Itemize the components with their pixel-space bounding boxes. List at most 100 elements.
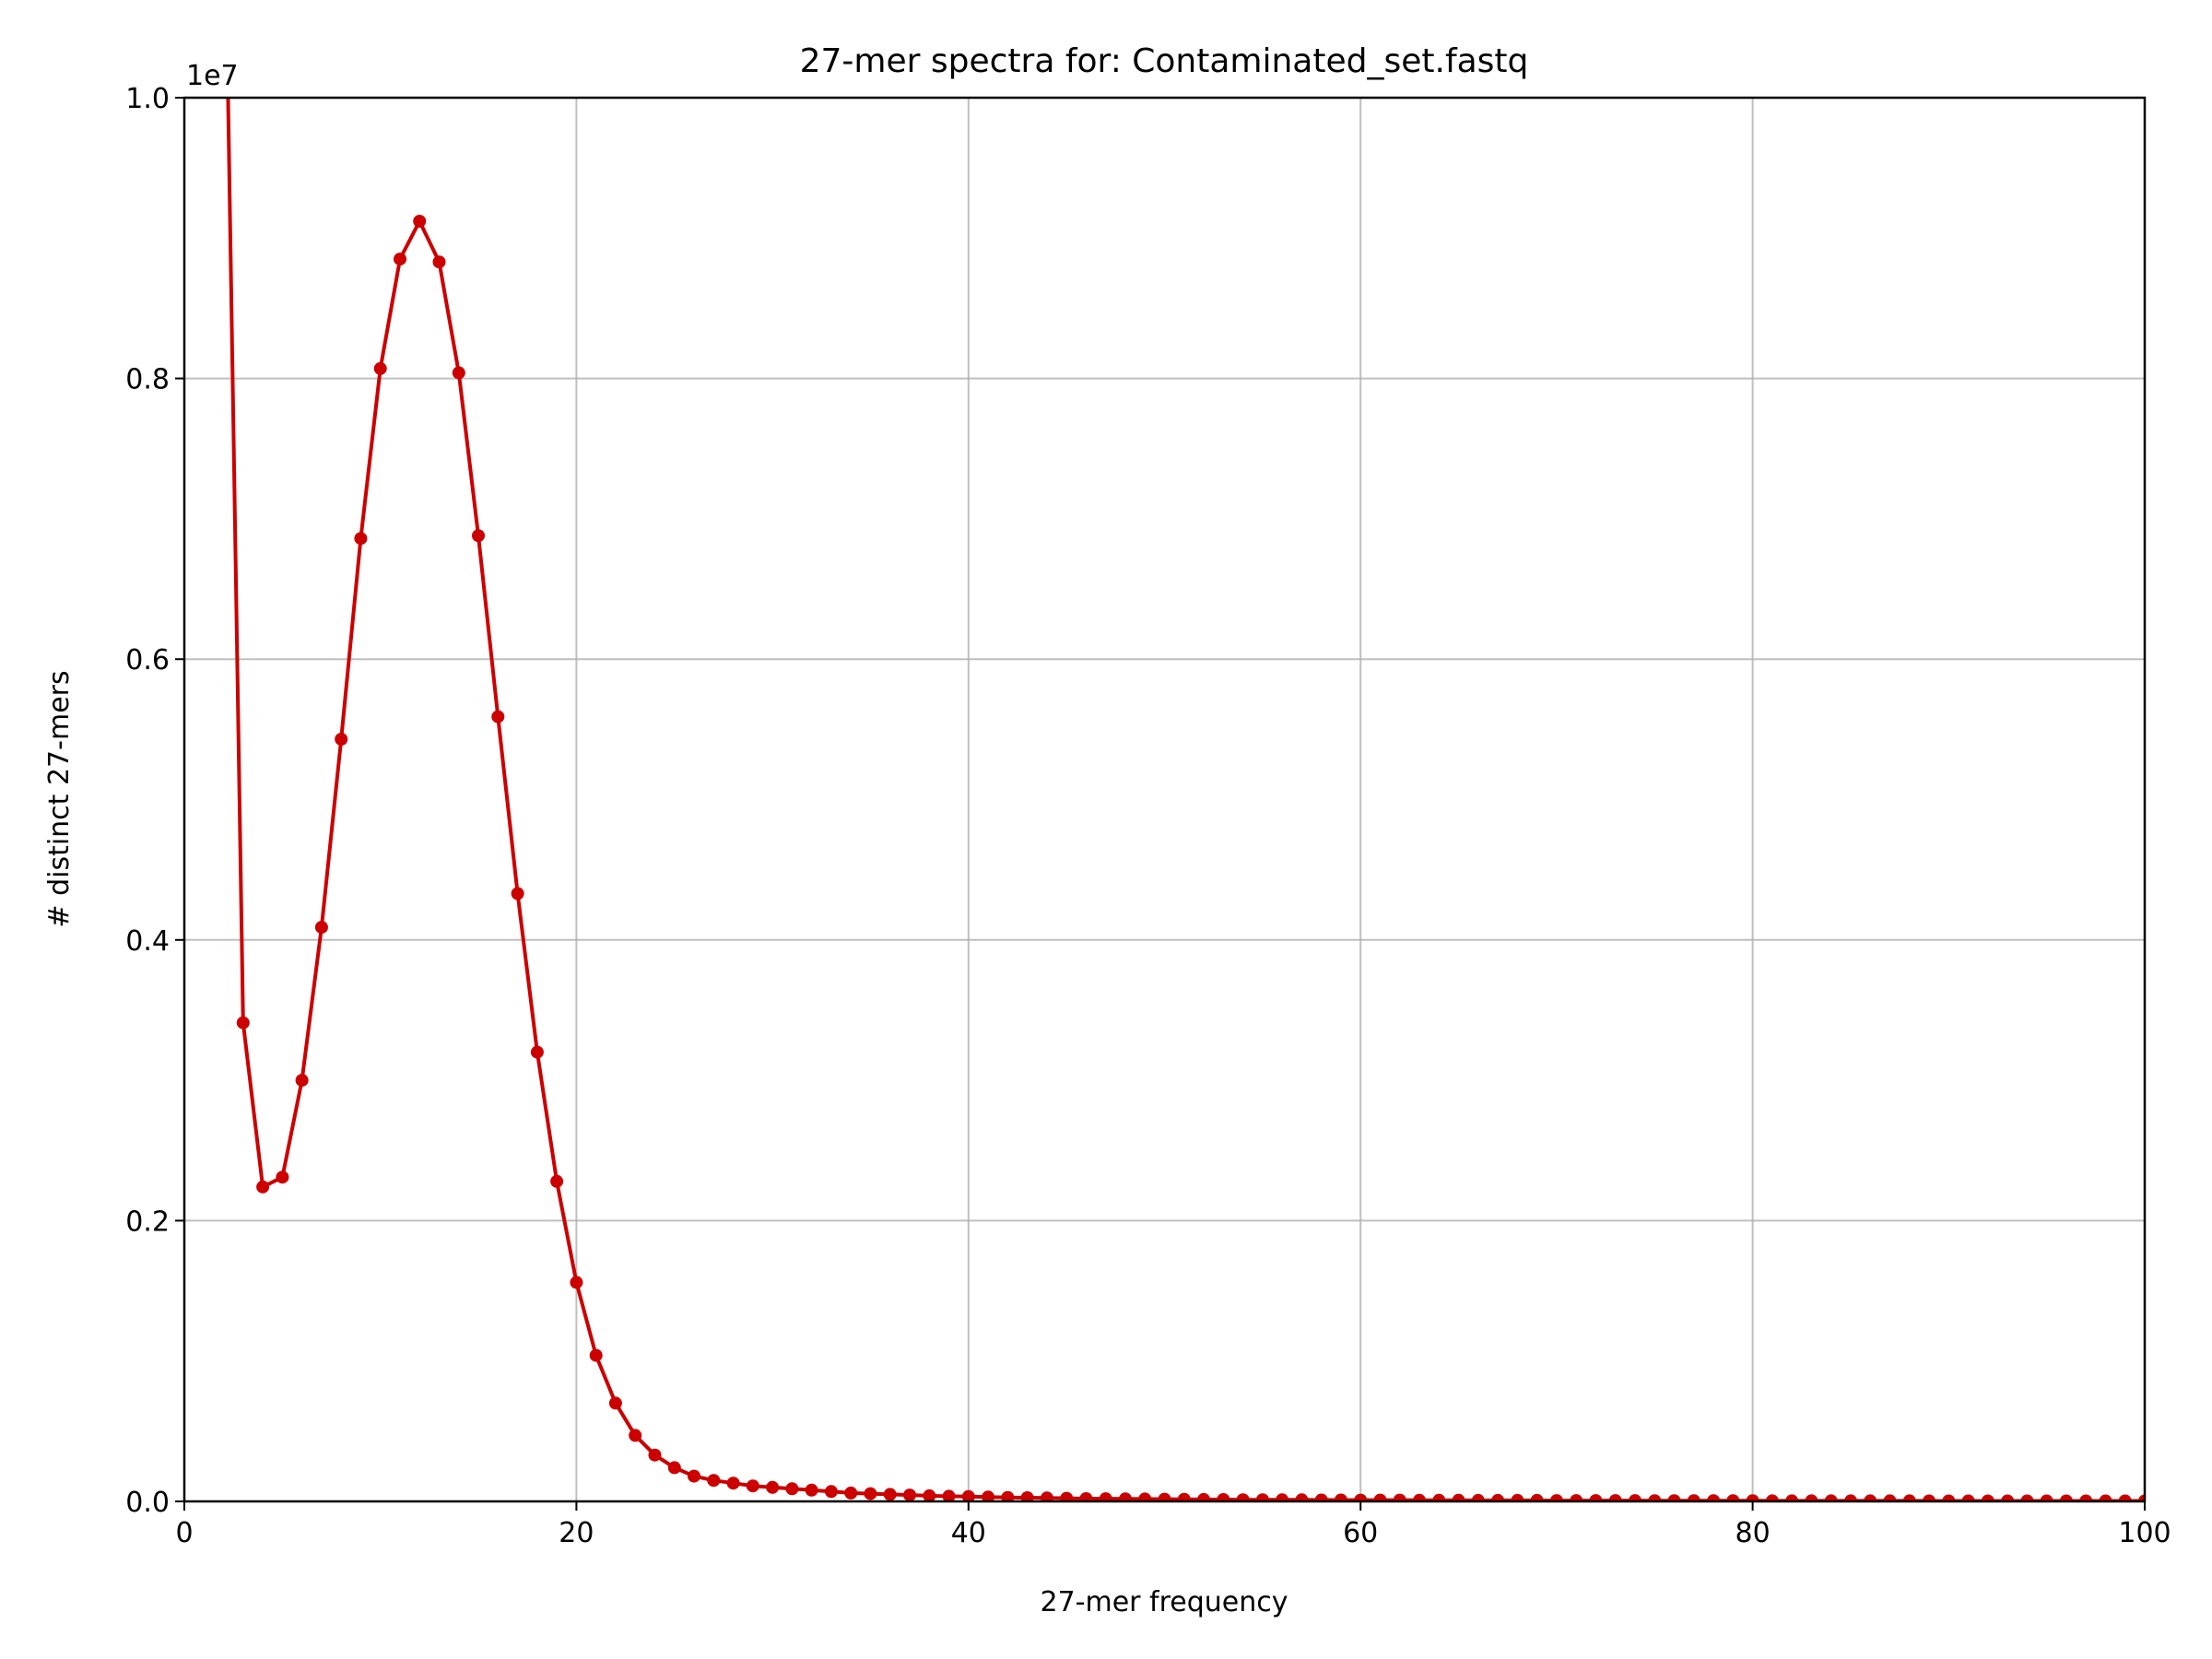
data-point [1608, 1494, 1622, 1501]
data-point [844, 1486, 858, 1500]
data-point [413, 215, 427, 228]
data-point [1923, 1494, 1936, 1501]
data-point [688, 1469, 700, 1483]
data-point [2001, 1494, 2015, 1501]
data-point [2118, 1494, 2132, 1501]
ticks-group: 0 20 40 60 80 100 0.0 0.2 0.4 0.6 0.8 1.0 [125, 83, 2171, 1549]
data-point [903, 1488, 916, 1501]
data-point [1785, 1494, 1799, 1501]
data-point [1511, 1493, 1524, 1501]
data-point [1471, 1493, 1485, 1501]
data-point [1902, 1494, 1916, 1501]
data-point [295, 1074, 309, 1088]
data-point [452, 366, 465, 380]
data-point [1491, 1493, 1505, 1501]
y-tick-label: 0.0 [125, 1487, 170, 1519]
data-point [314, 921, 328, 935]
data-point [1942, 1494, 1956, 1501]
data-point [667, 1461, 681, 1475]
data-point [1060, 1491, 1074, 1501]
data-point [1354, 1493, 1368, 1501]
data-point [864, 1487, 877, 1500]
data-point [1687, 1494, 1700, 1501]
data-point [1255, 1493, 1269, 1501]
data-point [1334, 1493, 1347, 1501]
grid [183, 97, 2146, 1502]
data-point [1295, 1493, 1309, 1501]
data-point [1707, 1494, 1721, 1501]
data-point [236, 1016, 250, 1030]
x-axis-label: 27-mer frequency [1040, 1586, 1288, 1618]
data-point [276, 1171, 289, 1184]
data-point [530, 1045, 544, 1059]
data-point [608, 1396, 622, 1410]
data-point [1549, 1494, 1563, 1501]
data-point [942, 1489, 956, 1501]
data-point [1961, 1494, 1975, 1501]
data-point [1765, 1494, 1779, 1501]
y-tick-label: 0.8 [125, 364, 170, 396]
data-point [2059, 1494, 2073, 1501]
data-point [2079, 1494, 2093, 1501]
data-point [824, 1485, 838, 1499]
data-point [1314, 1493, 1328, 1501]
data-point [2040, 1494, 2053, 1501]
y-tick-label: 0.2 [125, 1206, 170, 1238]
data-point [1805, 1494, 1818, 1501]
x-tick-label: 20 [559, 1517, 594, 1549]
data-point [1844, 1494, 1857, 1501]
data-point [707, 1474, 721, 1488]
data-point [1217, 1493, 1230, 1501]
data-point [1570, 1494, 1583, 1501]
data-point [766, 1480, 780, 1494]
data-point [746, 1479, 759, 1493]
series-group [226, 98, 2145, 1501]
series-line [226, 98, 2145, 1501]
data-point [570, 1276, 583, 1289]
data-point [1432, 1493, 1446, 1501]
data-point [1177, 1492, 1191, 1501]
data-point [1373, 1493, 1387, 1501]
x-tick-label: 100 [2118, 1517, 2171, 1549]
y-tick-label: 0.6 [125, 644, 170, 677]
x-tick-label: 60 [1343, 1517, 1378, 1549]
data-point [1824, 1494, 1838, 1501]
data-point [1197, 1492, 1210, 1501]
x-tick-label: 40 [951, 1517, 986, 1549]
data-point [785, 1482, 799, 1496]
data-point [335, 733, 348, 746]
data-point [1119, 1492, 1132, 1501]
data-point [1746, 1494, 1759, 1501]
y-tick-label: 1.0 [125, 83, 170, 115]
data-point [923, 1488, 936, 1501]
data-point [629, 1429, 642, 1442]
data-point [472, 529, 485, 543]
data-point [550, 1174, 564, 1188]
y-offset-label: 1e7 [186, 60, 239, 92]
plot-frame [182, 96, 2147, 1503]
data-point [373, 361, 387, 375]
data-point [1393, 1493, 1406, 1501]
data-point [2020, 1494, 2034, 1501]
data-point [648, 1448, 662, 1462]
data-point [1236, 1493, 1250, 1501]
chart-title: 27-mer spectra for: Contaminated_set.fas… [800, 42, 1529, 80]
data-point [1629, 1494, 1641, 1501]
data-point [1530, 1493, 1544, 1501]
data-point [982, 1490, 995, 1501]
data-point [1001, 1490, 1015, 1501]
data-point [1589, 1494, 1603, 1501]
data-point [961, 1489, 975, 1501]
data-point [589, 1348, 603, 1362]
y-axis-label: # distinct 27-mers [43, 670, 76, 927]
data-point [1981, 1494, 1994, 1501]
data-point [1667, 1494, 1681, 1501]
data-point [511, 887, 524, 900]
data-point [256, 1180, 270, 1194]
data-point [1079, 1492, 1093, 1501]
data-point [883, 1488, 897, 1501]
data-point [1099, 1492, 1112, 1501]
data-point [354, 532, 368, 546]
data-point [1413, 1493, 1426, 1501]
